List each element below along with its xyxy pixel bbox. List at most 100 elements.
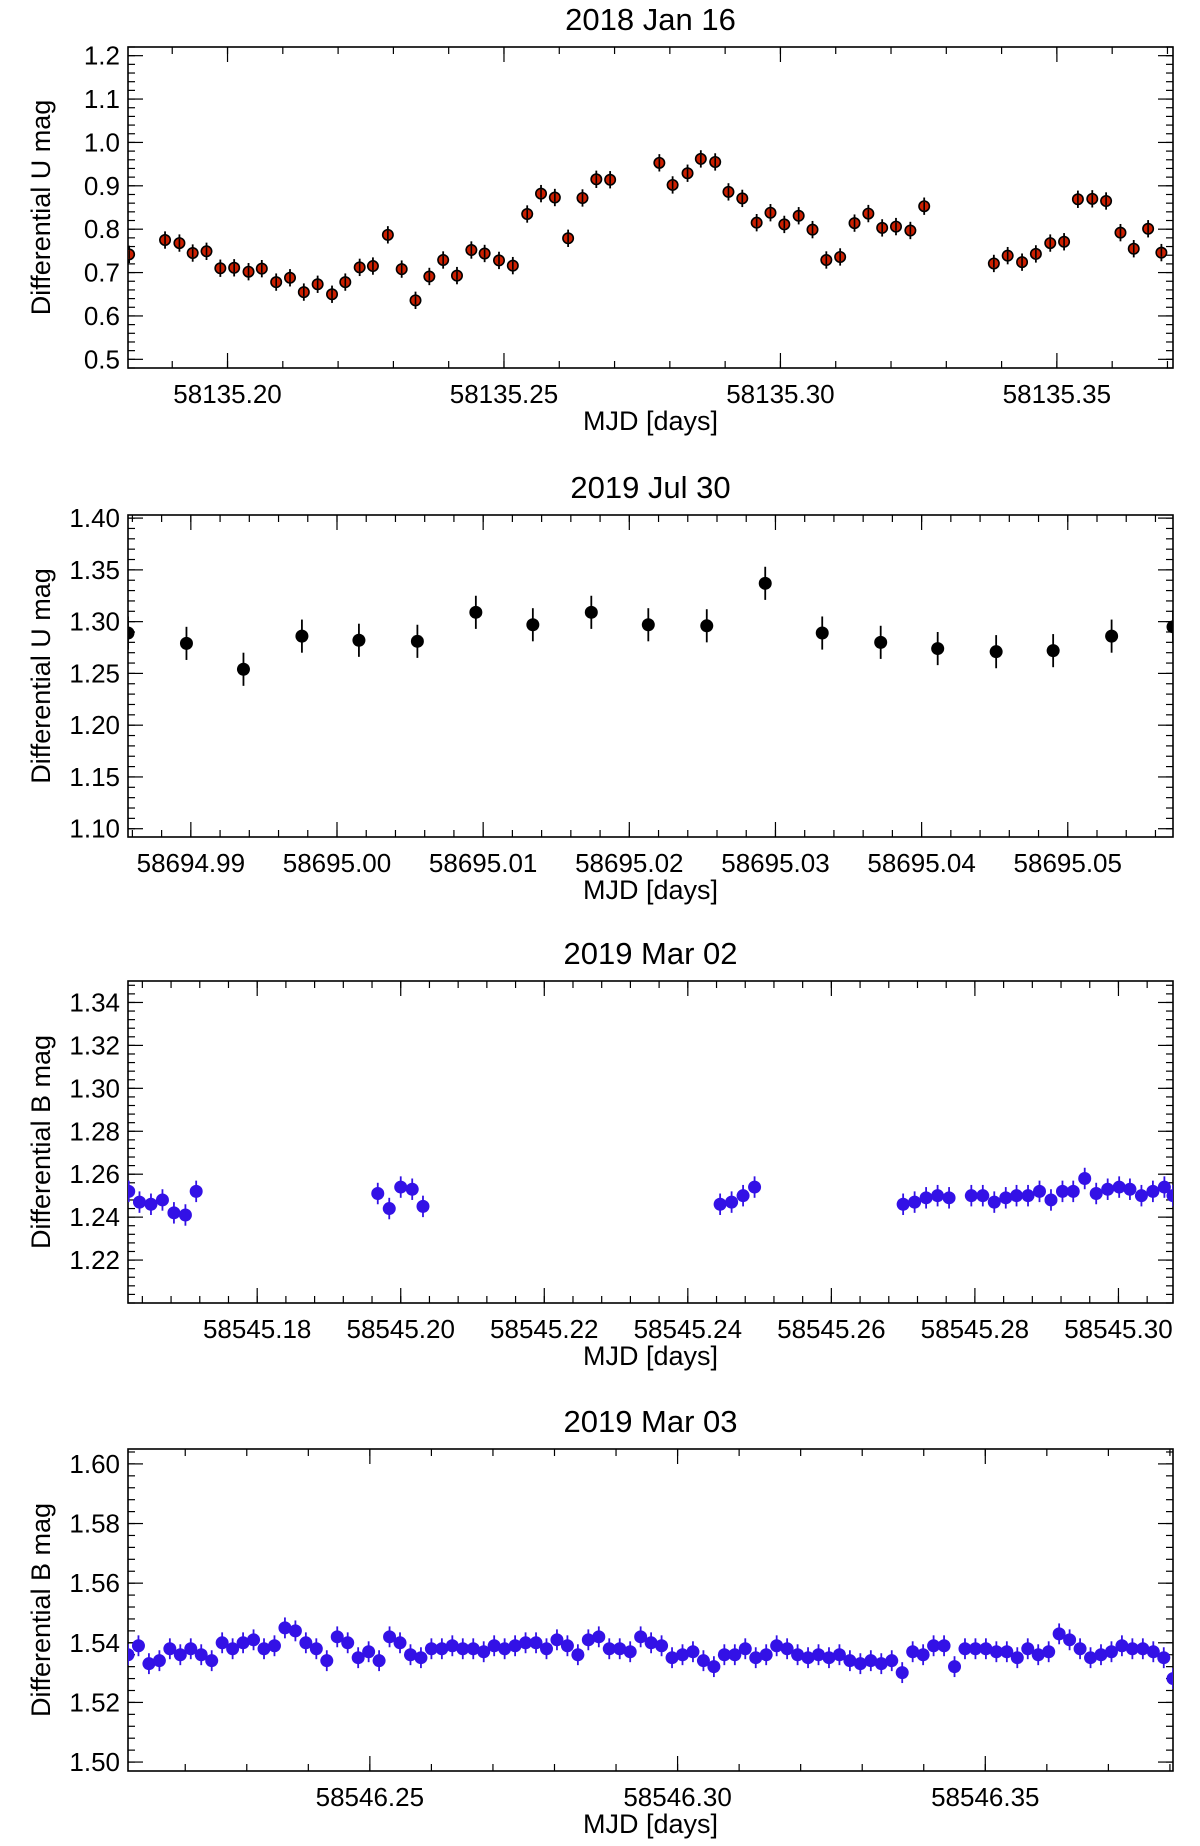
data-marker: [1063, 1633, 1077, 1647]
data-point: [979, 1638, 993, 1660]
data-point: [372, 1650, 386, 1672]
data-point: [895, 1662, 909, 1684]
data-point: [1114, 223, 1127, 242]
y-tick-label: 1.15: [69, 762, 120, 792]
data-point: [309, 1638, 323, 1660]
data-point: [1073, 1638, 1087, 1660]
data-point: [477, 1641, 491, 1663]
data-point: [806, 220, 819, 239]
data-point: [326, 285, 339, 303]
data-point: [1142, 220, 1155, 238]
y-tick-label: 1.40: [69, 503, 120, 533]
data-marker: [128, 1184, 136, 1198]
panel-title: 2019 Mar 02: [563, 936, 737, 971]
y-tick-label: 1.26: [69, 1159, 120, 1189]
data-point: [529, 1632, 543, 1654]
data-point: [186, 244, 199, 262]
data-point: [641, 608, 655, 642]
data-point: [987, 1191, 1001, 1213]
data-marker: [410, 634, 424, 648]
data-marker: [584, 605, 598, 619]
data-point: [284, 269, 297, 287]
data-marker: [445, 1639, 459, 1653]
data-point: [424, 1638, 438, 1660]
data-point: [864, 1650, 878, 1672]
data-marker: [822, 1651, 836, 1665]
data-marker: [968, 1642, 982, 1656]
data-point: [989, 635, 1003, 669]
data-marker: [487, 1639, 501, 1653]
data-marker: [1123, 1182, 1137, 1196]
data-marker: [895, 1666, 909, 1680]
data-point: [155, 1189, 169, 1211]
data-marker: [1031, 1648, 1045, 1662]
x-tick-label: 58545.26: [777, 1314, 885, 1344]
data-marker: [1146, 1645, 1160, 1659]
data-marker: [906, 1645, 920, 1659]
data-point: [173, 1644, 187, 1666]
data-point: [295, 619, 309, 653]
data-marker: [758, 576, 772, 590]
data-marker: [686, 1645, 700, 1659]
data-point: [320, 1650, 334, 1672]
data-point: [194, 1644, 208, 1666]
data-marker: [885, 1654, 899, 1668]
data-marker: [976, 1189, 990, 1203]
data-point: [576, 189, 589, 207]
data-marker: [1166, 1672, 1173, 1686]
data-marker: [414, 1651, 428, 1665]
data-marker: [896, 1197, 910, 1211]
data-marker: [1101, 1182, 1115, 1196]
y-tick-label: 1.25: [69, 658, 120, 688]
data-marker: [1112, 1180, 1126, 1194]
data-marker: [1010, 1189, 1024, 1203]
data-marker: [529, 1636, 543, 1650]
data-marker: [128, 1648, 135, 1662]
data-marker: [815, 626, 829, 640]
data-marker: [1134, 1189, 1148, 1203]
data-marker: [1066, 1184, 1080, 1198]
x-tick-label: 58545.30: [1064, 1314, 1172, 1344]
data-point: [228, 259, 241, 277]
x-tick-label: 58546.35: [931, 1782, 1039, 1812]
data-point: [405, 1178, 419, 1200]
data-point: [456, 1638, 470, 1660]
data-marker: [371, 1187, 385, 1201]
x-tick-label: 58695.02: [575, 848, 683, 878]
data-point: [383, 1626, 397, 1648]
data-marker: [1166, 1189, 1173, 1203]
data-marker: [948, 1660, 962, 1674]
data-point: [822, 1647, 836, 1669]
data-point: [1055, 1180, 1069, 1203]
data-marker: [352, 633, 366, 647]
data-marker: [295, 629, 309, 643]
data-point: [493, 251, 506, 270]
data-point: [834, 248, 847, 266]
data-point: [634, 1626, 648, 1648]
data-point: [571, 1644, 585, 1666]
x-tick-label: 58545.20: [347, 1314, 455, 1344]
data-point: [381, 226, 394, 244]
data-marker: [236, 1636, 250, 1650]
x-tick-label: 58545.28: [921, 1314, 1029, 1344]
data-point: [205, 1650, 219, 1672]
data-point: [445, 1635, 459, 1657]
data-point: [681, 164, 694, 182]
data-point: [976, 1184, 990, 1207]
data-marker: [1021, 1189, 1035, 1203]
data-point: [815, 616, 829, 650]
panel-title: 2018 Jan 16: [565, 2, 736, 37]
panel-3: 2019 Mar 02 58545.18 58545.20 58545.22 58545…: [26, 936, 1174, 1371]
data-point: [780, 1638, 794, 1660]
data-series: [128, 566, 1173, 686]
data-point: [919, 1187, 933, 1209]
x-axis-label: MJD [days]: [583, 1341, 718, 1371]
data-point: [931, 631, 945, 666]
data-marker: [707, 1660, 721, 1674]
data-point: [1001, 246, 1014, 265]
y-tick-label: 1.35: [69, 555, 120, 585]
data-point: [341, 1632, 355, 1654]
data-marker: [749, 1651, 763, 1665]
data-point: [548, 188, 561, 207]
data-point: [686, 1641, 700, 1663]
